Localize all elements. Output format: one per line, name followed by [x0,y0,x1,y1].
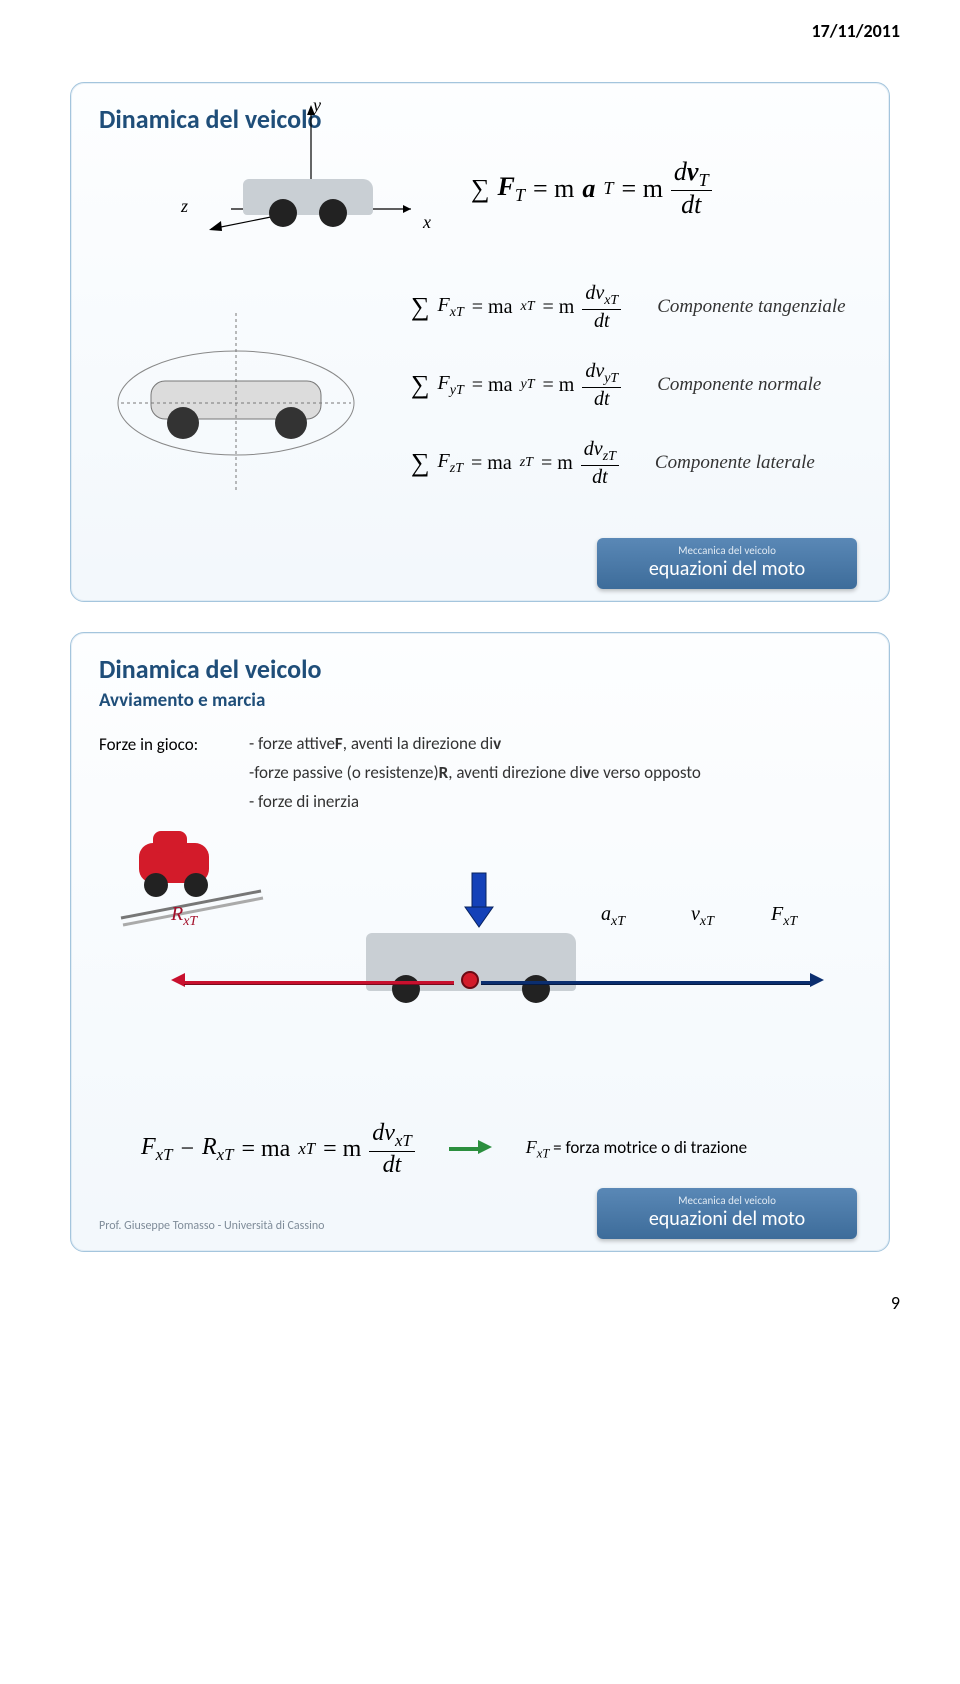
main-equation: ∑ FT = maT = m ddvvT dt [471,159,712,218]
slide2-subtitle: Avviamento e marcia [99,689,861,712]
F-label: FxT [771,903,797,930]
bullet-1: - forze attive F , aventi la direzione d… [249,730,701,759]
eq-row-x: ∑ FxT = maxT = m dvxTdt Componente tange… [411,283,846,331]
v-label: vxT [691,903,714,930]
sigma-icon: ∑ [471,174,490,204]
traction-caption: FxT = forza motrice o di trazione [526,1137,747,1162]
slide2-tab: Meccanica del veicolo equazioni del moto [597,1188,857,1239]
a-label: axT [601,903,625,930]
a-arrow-icon [481,973,614,992]
forze-label: Forze in gioco: [99,734,249,817]
traction-equation: FxT − RxT = maxT = m dvxT dt [141,1121,415,1177]
weight-arrow-icon [461,871,497,936]
car-schematic [101,303,371,518]
slide2-credit: Prof. Giuseppe Tomasso - Università di C… [99,1219,324,1233]
slide1-tab: Meccanica del veicolo equazioni del moto [597,538,857,589]
force-bullets: - forze attive F , aventi la direzione d… [249,730,701,817]
slide-1: Dinamica del veicolo y x z ∑ FT = maT = … [70,82,890,602]
implies-arrow-icon [449,1140,492,1159]
truck-on-axis [243,179,373,215]
axis-y-label: y [313,95,321,116]
reference-point-icon [461,971,479,989]
coordinate-axes: y x z [191,99,421,239]
slide2-title: Dinamica del veicolo [99,653,861,685]
eq-row-z: ∑ FzT = mazT = m dvzTdt Componente later… [411,439,846,487]
bullet-3: - forze di inerzia [249,788,701,817]
page-number: 9 [0,1282,960,1344]
axis-z-label: z [181,196,188,217]
axis-x-label: x [423,212,431,233]
axes-svg [191,99,421,239]
slide-2: Dinamica del veicolo Avviamento e marcia… [70,632,890,1252]
R-arrow-icon [171,973,454,992]
bottom-equation-row: FxT − RxT = maxT = m dvxT dt FxT = forza… [141,1121,747,1177]
R-label: RxT [171,903,197,930]
eq-row-y: ∑ FyT = mayT = m dvyTdt Componente norma… [411,361,846,409]
bullet-2: - forze passive (o resistenze) R , avent… [249,759,701,788]
component-equations: ∑ FxT = maxT = m dvxTdt Componente tange… [411,283,846,487]
page-date: 17/11/2011 [0,0,960,52]
